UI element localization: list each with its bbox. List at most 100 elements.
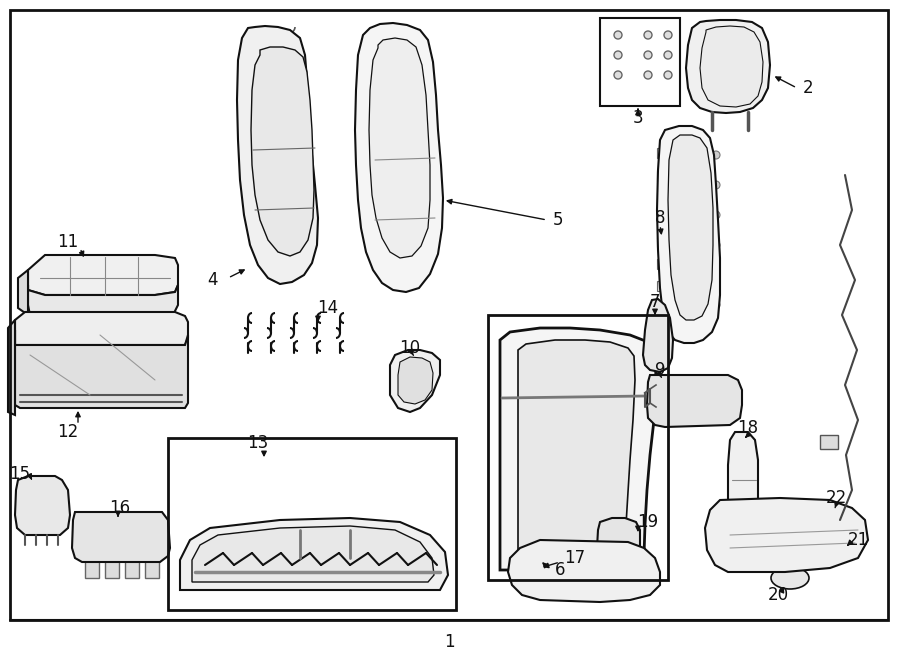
Polygon shape [390, 350, 440, 412]
Polygon shape [251, 47, 314, 256]
Circle shape [712, 151, 720, 159]
Circle shape [644, 51, 652, 59]
Circle shape [664, 51, 672, 59]
Circle shape [411, 87, 418, 93]
Circle shape [288, 561, 296, 569]
Polygon shape [705, 498, 868, 572]
Text: 3: 3 [633, 109, 643, 127]
Circle shape [411, 116, 418, 124]
Circle shape [386, 147, 393, 153]
Circle shape [193, 575, 207, 589]
Circle shape [345, 525, 355, 535]
Bar [657, 171, 667, 181]
Circle shape [433, 561, 441, 569]
Ellipse shape [510, 422, 522, 428]
Circle shape [516, 356, 524, 364]
Bar [545, 440, 615, 495]
Bar [145, 558, 159, 578]
Circle shape [411, 206, 418, 214]
Bar [624, 527, 631, 545]
Bar [634, 527, 641, 545]
Circle shape [201, 561, 209, 569]
Ellipse shape [827, 533, 849, 563]
Text: 21: 21 [848, 531, 868, 549]
Text: 13: 13 [248, 434, 268, 452]
Polygon shape [15, 312, 188, 345]
Polygon shape [8, 320, 15, 415]
Circle shape [29, 364, 41, 376]
Ellipse shape [510, 382, 522, 388]
Circle shape [346, 561, 354, 569]
Circle shape [614, 71, 622, 79]
Circle shape [86, 531, 94, 539]
Polygon shape [398, 357, 433, 404]
Bar [657, 215, 667, 225]
Bar [657, 281, 667, 291]
Circle shape [614, 31, 622, 39]
Circle shape [644, 71, 652, 79]
Bar [820, 435, 838, 449]
Polygon shape [597, 518, 640, 558]
Circle shape [614, 51, 622, 59]
Circle shape [386, 237, 393, 243]
Circle shape [626, 338, 634, 346]
Circle shape [536, 331, 544, 339]
Bar [657, 148, 667, 158]
Text: 12: 12 [58, 423, 78, 441]
Bar [700, 382, 712, 400]
Polygon shape [657, 126, 720, 343]
Bar [125, 558, 139, 578]
Circle shape [411, 237, 418, 243]
Text: 15: 15 [9, 465, 31, 483]
Circle shape [650, 330, 670, 350]
Circle shape [288, 561, 296, 569]
Circle shape [126, 531, 134, 539]
Polygon shape [180, 518, 448, 590]
Bar [168, 438, 456, 610]
Polygon shape [369, 38, 430, 258]
Text: 14: 14 [318, 299, 338, 317]
Circle shape [411, 176, 418, 184]
Circle shape [712, 301, 720, 309]
Ellipse shape [543, 572, 553, 578]
Circle shape [375, 561, 383, 569]
Bar [838, 520, 858, 535]
Polygon shape [668, 135, 713, 320]
Circle shape [230, 561, 238, 569]
Polygon shape [355, 23, 443, 292]
Circle shape [317, 561, 325, 569]
Circle shape [566, 329, 574, 337]
Polygon shape [700, 26, 763, 107]
Polygon shape [192, 526, 434, 582]
Text: 7: 7 [650, 293, 661, 311]
Circle shape [712, 211, 720, 219]
Circle shape [386, 206, 393, 214]
Text: 10: 10 [400, 339, 420, 357]
Circle shape [29, 349, 41, 361]
Bar [657, 193, 667, 203]
Circle shape [386, 87, 393, 93]
Text: 9: 9 [655, 361, 665, 379]
Text: 16: 16 [110, 499, 130, 517]
Circle shape [596, 332, 604, 340]
Text: 4: 4 [208, 271, 218, 289]
Circle shape [411, 147, 418, 153]
Circle shape [712, 181, 720, 189]
Bar [657, 259, 667, 269]
Polygon shape [28, 285, 178, 318]
Polygon shape [643, 299, 673, 372]
Text: 1: 1 [444, 633, 454, 651]
Bar [105, 558, 119, 578]
Ellipse shape [771, 567, 809, 589]
Text: 20: 20 [768, 586, 788, 604]
Bar [604, 527, 611, 545]
Ellipse shape [563, 584, 573, 592]
Circle shape [259, 561, 267, 569]
Ellipse shape [523, 566, 533, 574]
Polygon shape [518, 340, 635, 558]
Circle shape [644, 31, 652, 39]
Circle shape [664, 71, 672, 79]
Polygon shape [508, 540, 660, 602]
Ellipse shape [563, 568, 573, 576]
Circle shape [259, 561, 267, 569]
